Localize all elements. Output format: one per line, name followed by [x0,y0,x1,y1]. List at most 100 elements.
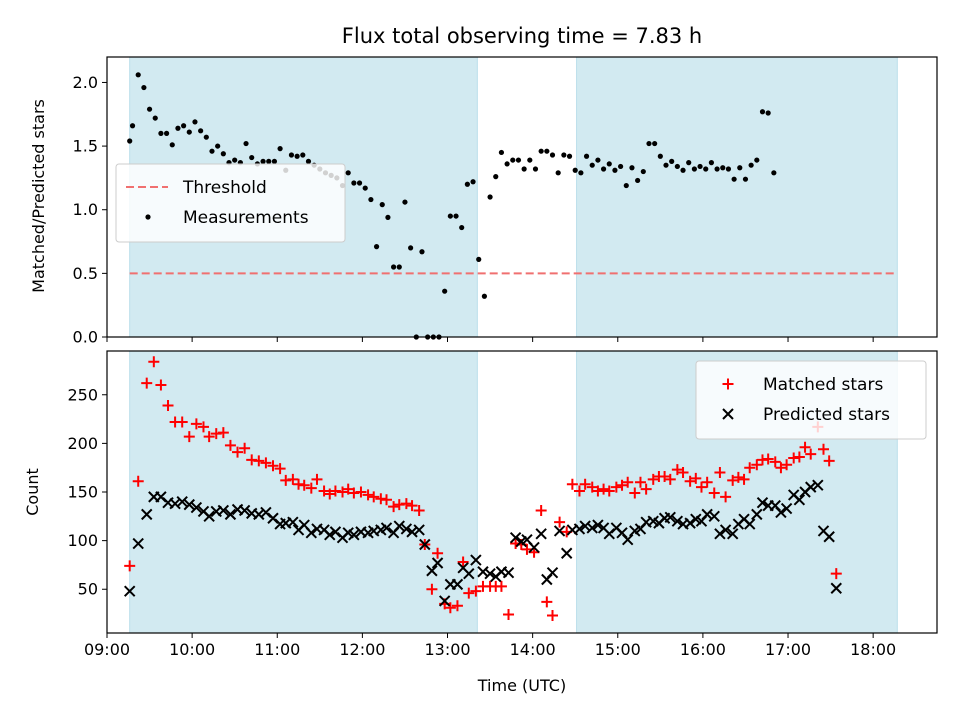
predicted-stars-point-43 [406,526,418,538]
bottom-legend-matched-stars-label: Matched stars [763,375,883,395]
top-y-tick-label-4: 1.5 [73,137,98,156]
measurements-point-110 [742,176,749,182]
bottom-legend-matched-stars-swatch [722,378,734,390]
matched-stars-point-32 [337,486,349,498]
predicted-stars-point-50 [451,578,464,591]
predicted-stars-point-97 [744,518,756,530]
bottom-legend-predicted-stars-swatch [722,408,734,420]
matched-stars-point-57 [495,580,507,592]
matched-stars-point-103 [781,459,793,471]
matched-stars-point-53 [470,585,482,597]
bottom-y-tick-label-5: 250 [67,385,98,404]
measurements-point-105 [714,166,720,172]
measurements-point-114 [765,110,771,116]
top-legend-threshold-label: Threshold [182,178,267,198]
predicted-stars-point-72 [592,519,604,531]
measurements-point-71 [521,166,527,172]
predicted-stars-point-91 [708,510,720,523]
measurements-point-64 [481,293,488,299]
measurements-point-5 [146,106,153,112]
matched-stars-point-29 [318,485,330,497]
matched-stars-point-101 [769,456,781,468]
measurements-point-27 [271,158,278,164]
matched-stars-point-2 [132,475,144,487]
matched-stars-point-22 [274,463,286,475]
measurements-point-65 [487,194,493,200]
measurements-point-77 [555,170,561,176]
matched-stars-point-110 [823,455,835,467]
matched-stars-point-64 [541,596,553,608]
predicted-stars-point-24 [287,516,299,528]
predicted-stars-point-67 [560,547,573,559]
matched-stars-point-84 [664,473,676,485]
measurements-point-59 [453,213,459,219]
measurements-point-66 [493,174,499,180]
predicted-stars-point-69 [573,523,586,535]
predicted-stars-point-17 [238,504,251,517]
x-tick-label-2: 10:00 [169,640,215,659]
predicted-stars-point-15 [224,508,237,521]
measurements-point-74 [538,148,544,154]
predicted-stars-point-98 [751,508,763,521]
measurements-point-96 [663,162,669,168]
measurements-point-80 [572,167,578,173]
matched-stars-point-92 [714,467,726,479]
predicted-stars-point-58 [502,567,515,579]
predicted-stars-point-71 [586,522,598,534]
x-tick-label-4: 12:00 [339,640,385,659]
top-legend-measurements-label: Measurements [183,208,309,228]
matched-stars-point-5 [155,379,167,391]
matched-stars-point-100 [762,453,774,465]
matched-stars-point-28 [311,473,323,485]
measurements-point-69 [510,157,516,163]
measurements-point-22 [243,140,249,147]
predicted-stars-point-84 [664,511,676,523]
predicted-stars-point-30 [324,529,336,541]
matched-stars-point-107 [805,448,817,460]
predicted-stars-point-102 [775,506,787,519]
matched-stars-point-36 [362,489,374,501]
bottom-legend-predicted-stars-label: Predicted stars [763,405,890,425]
matched-stars-point-21 [267,460,279,472]
matched-stars-point-44 [413,504,425,516]
matched-stars-point-27 [305,482,317,494]
predicted-stars-point-54 [477,566,489,578]
predicted-stars-point-9 [183,498,195,511]
predicted-stars-point-110 [823,531,835,543]
predicted-stars-point-47 [431,557,444,569]
predicted-stars-point-55 [484,567,496,580]
measurements-point-48 [390,264,397,270]
matched-stars-point-72 [592,485,604,497]
matched-stars-point-77 [622,476,634,488]
measurements-point-44 [368,196,374,203]
measurements-point-47 [385,214,391,220]
matched-stars-point-75 [610,481,622,493]
top-y-tick-label-2: 0.5 [73,264,98,283]
matched-stars-point-10 [190,418,202,430]
measurements-point-9 [169,142,175,148]
measurements-point-7 [158,130,164,136]
predicted-stars-point-7 [169,497,181,510]
measurements-point-92 [640,168,646,175]
measurements-point-103 [703,166,709,172]
measurements-point-57 [442,288,448,294]
predicted-stars-point-19 [253,508,265,521]
top-y-tick-label-3: 1.0 [73,200,98,219]
measurements-point-41 [351,180,357,186]
chart-title: Flux total observing time = 7.83 h [342,24,702,48]
measurements-point-20 [232,157,238,163]
measurements-point-14 [198,128,204,134]
measurements-point-63 [476,256,482,262]
matched-stars-point-93 [720,491,732,503]
predicted-stars-point-39 [380,522,393,534]
matched-stars-point-68 [566,478,578,490]
top-y-tick-label-1: 0.0 [73,328,98,347]
matched-stars-point-76 [616,479,628,491]
measurements-point-33 [305,158,312,164]
top-panel: 0.0 0.5 1.0 1.5 2.0 Threshold Measurements [73,56,938,347]
matched-stars-point-6 [162,399,174,411]
bottom-legend-box [695,360,927,440]
matched-stars-point-83 [659,470,671,482]
x-tick-label-10: 18:00 [850,640,896,659]
